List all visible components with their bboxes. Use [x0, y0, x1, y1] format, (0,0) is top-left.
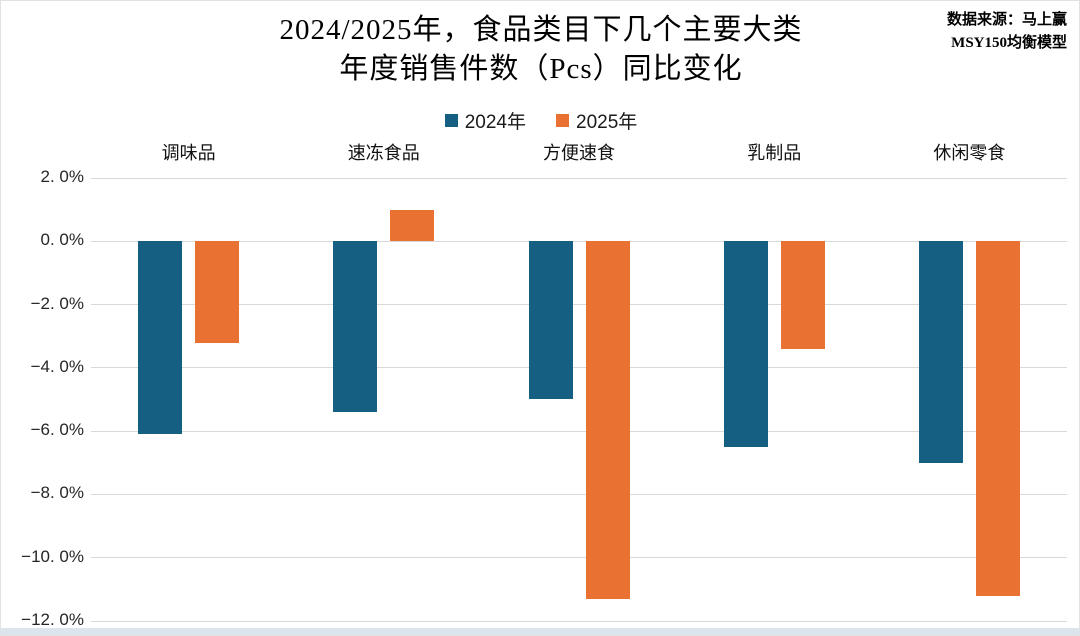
bar-2025-cat1	[390, 209, 435, 242]
bottom-edge-strip	[1, 628, 1079, 635]
bar-2024-cat4	[918, 241, 963, 463]
y-tick-label: −6. 0%	[30, 420, 84, 440]
chart-title-line2: 年度销售件数（Pcs）同比变化	[339, 53, 743, 85]
bar-2025-cat0	[195, 241, 240, 343]
category-label: 速冻食品	[347, 143, 420, 163]
y-tick-label: −12. 0%	[21, 610, 84, 629]
legend: 2024年 2025年	[1, 107, 1079, 134]
bar-2025-cat4	[975, 241, 1020, 596]
bar-2024-cat1	[333, 241, 378, 413]
bar-2024-cat3	[723, 241, 768, 447]
bar-2024-cat2	[528, 241, 573, 400]
bar-2025-cat2	[585, 241, 630, 599]
y-tick-label: −10. 0%	[21, 546, 84, 566]
data-source-note: 数据来源：马上赢 MSY150均衡模型	[947, 9, 1067, 55]
legend-item-2024: 2024年	[444, 107, 526, 134]
legend-label-2024: 2024年	[464, 112, 526, 133]
y-tick-label: 2. 0%	[40, 167, 84, 186]
gridline	[91, 430, 1067, 432]
gridline	[91, 557, 1067, 559]
gridline	[91, 177, 1067, 179]
gridline	[91, 304, 1067, 306]
category-label: 乳制品	[747, 143, 802, 163]
category-label: 调味品	[161, 143, 216, 163]
chart-title: 2024/2025年，食品类目下几个主要大类 年度销售件数（Pcs）同比变化	[1, 11, 1079, 89]
gridline	[91, 367, 1067, 369]
legend-swatch-2025	[556, 114, 569, 127]
category-axis: 调味品 速冻食品 方便速食 乳制品 休闲零食	[91, 139, 1067, 165]
gridline	[91, 620, 1067, 622]
bar-2025-cat3	[780, 241, 825, 349]
gridline	[91, 493, 1067, 495]
y-tick-label: 0. 0%	[40, 230, 84, 250]
y-tick-label: −4. 0%	[30, 356, 84, 376]
gridline	[91, 240, 1067, 242]
plot-area	[91, 177, 1067, 622]
legend-label-2025: 2025年	[576, 112, 638, 133]
category-label: 方便速食	[543, 143, 615, 163]
data-source-line1: 数据来源：马上赢	[946, 12, 1067, 28]
chart-title-line1: 2024/2025年，食品类目下几个主要大类	[279, 14, 803, 46]
y-tick-label: −8. 0%	[30, 483, 84, 503]
legend-swatch-2024	[444, 114, 458, 127]
y-tick-label: −2. 0%	[30, 293, 84, 313]
bar-2024-cat0	[138, 241, 183, 435]
category-label: 休闲零食	[933, 143, 1006, 163]
data-source-line2: MSY150均衡模型	[951, 35, 1067, 51]
legend-item-2025: 2025年	[556, 107, 637, 134]
y-axis: 2. 0% 0. 0% −2. 0% −4. 0% −6. 0% −8. 0% −10. 0…	[1, 167, 84, 629]
